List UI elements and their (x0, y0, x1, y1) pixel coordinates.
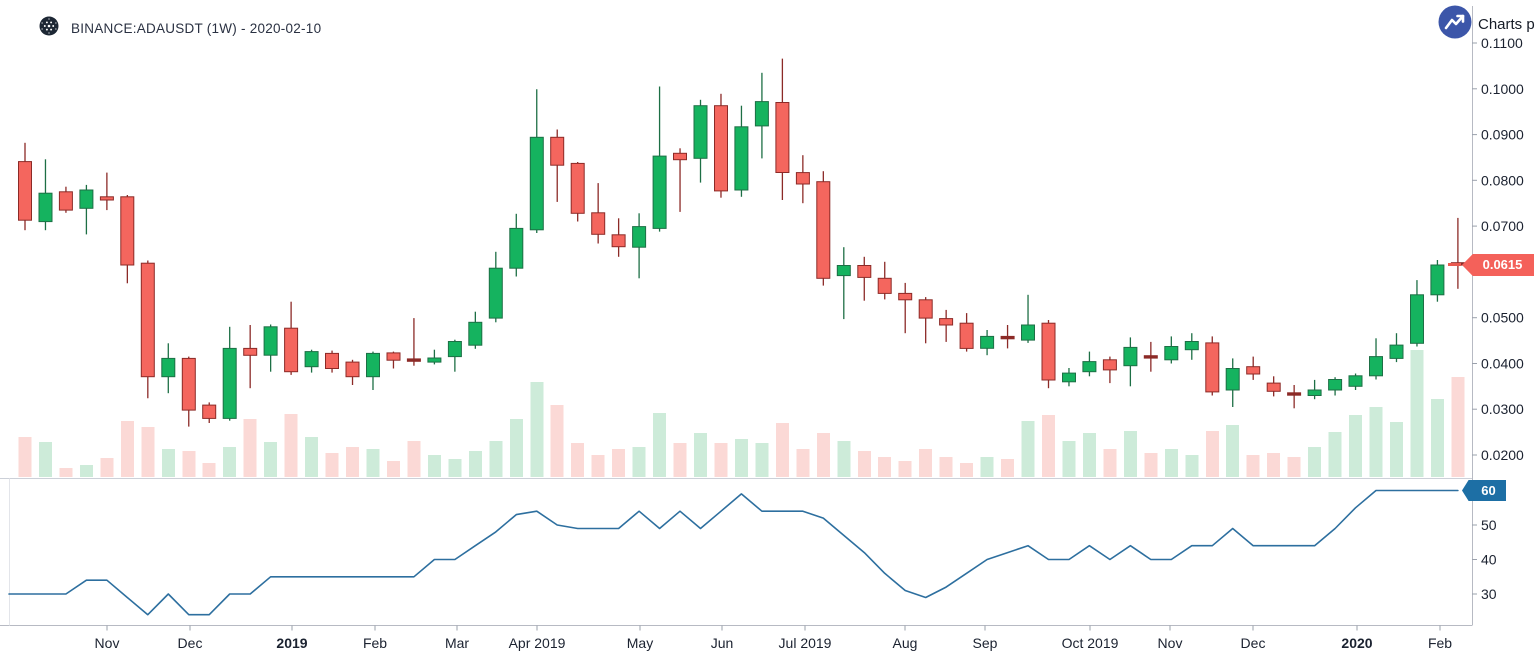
svg-text:Aug: Aug (893, 635, 918, 651)
svg-text:Mar: Mar (445, 635, 469, 651)
last-price-badge: 0.0615 (1462, 254, 1534, 276)
symbol-title: BINANCE:ADAUSDT (1W) - 2020-02-10 (71, 21, 322, 36)
tradingview-attribution[interactable]: Charts p (1438, 5, 1535, 44)
svg-text:Nov: Nov (1158, 635, 1183, 651)
svg-text:Feb: Feb (363, 635, 387, 651)
svg-text:0.0500: 0.0500 (1481, 310, 1524, 326)
last-price-tick (1448, 263, 1461, 266)
svg-text:50: 50 (1481, 517, 1497, 533)
time-axis: Nov Dec 2019 Feb Mar Apr 2019 May Jun Jul 2019 Au… (95, 625, 1452, 651)
svg-text:Oct 2019: Oct 2019 (1062, 635, 1119, 651)
svg-text:0.0300: 0.0300 (1481, 401, 1524, 417)
rsi-line (8, 489, 1459, 616)
svg-text:0.0200: 0.0200 (1481, 447, 1524, 463)
candles (18, 58, 1465, 427)
svg-text:Jul 2019: Jul 2019 (779, 635, 832, 651)
svg-text:Dec: Dec (1241, 635, 1266, 651)
svg-text:Feb: Feb (1428, 635, 1452, 651)
chart-header: BINANCE:ADAUSDT (1W) - 2020-02-10 (39, 16, 321, 41)
svg-text:2020: 2020 (1341, 635, 1372, 651)
svg-text:May: May (627, 635, 653, 651)
svg-text:2019: 2019 (276, 635, 307, 651)
svg-text:0.1100: 0.1100 (1481, 35, 1523, 51)
svg-text:Jun: Jun (711, 635, 734, 651)
svg-text:0.0700: 0.0700 (1481, 218, 1524, 234)
svg-text:0.0400: 0.0400 (1481, 356, 1524, 372)
pane-borders (0, 6, 1473, 626)
svg-text:30: 30 (1481, 586, 1497, 602)
svg-text:Sep: Sep (973, 635, 998, 651)
attribution-label: Charts p (1478, 16, 1535, 33)
volume-bars (18, 350, 1465, 477)
cardano-coin-icon (39, 16, 59, 41)
rsi-value-badge: 60 (1462, 480, 1506, 501)
price-axis: 0.1100 0.1000 0.0900 0.0800 0.0700 0.0500 0.04… (1472, 35, 1524, 602)
svg-text:40: 40 (1481, 552, 1497, 568)
svg-text:0.1000: 0.1000 (1481, 81, 1524, 97)
svg-text:Nov: Nov (95, 635, 120, 651)
svg-text:0.0800: 0.0800 (1481, 172, 1524, 188)
svg-text:Apr 2019: Apr 2019 (509, 635, 566, 651)
line-chart-icon (1438, 5, 1472, 44)
svg-text:Dec: Dec (178, 635, 203, 651)
svg-text:0.0900: 0.0900 (1481, 127, 1524, 143)
